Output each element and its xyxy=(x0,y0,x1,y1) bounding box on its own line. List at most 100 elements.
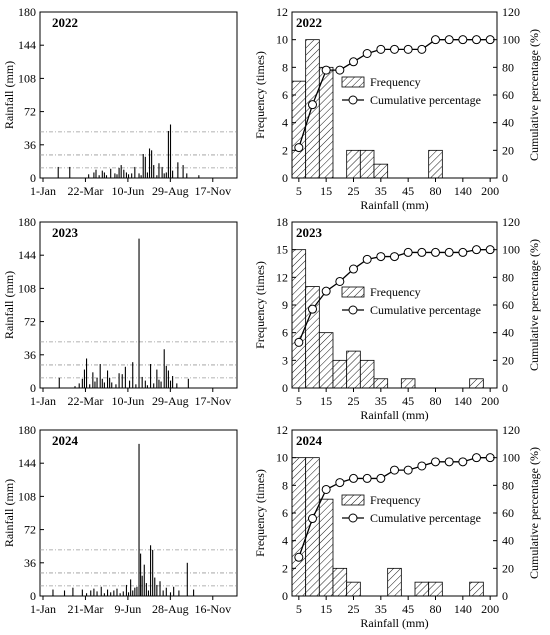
x-tick-label: 35 xyxy=(375,184,387,198)
y-tick-label: 72 xyxy=(24,315,36,329)
frequency-bar xyxy=(469,378,484,389)
y-tick-label: 0 xyxy=(282,381,288,395)
cumulative-point xyxy=(335,65,345,75)
frequency-panel: 0 3 6 9 12 15 18 0 20 40 60 80 100 120 5 15 25 35 45 80 140 2… xyxy=(253,215,541,422)
legend-frequency-swatch xyxy=(341,494,365,506)
y2-tick-label: 80 xyxy=(502,270,514,284)
x-tick-label: 21-Mar xyxy=(67,602,103,616)
legend: Frequency Cumulative percentage xyxy=(341,493,481,525)
cumulative-point xyxy=(390,44,399,54)
cumulative-point xyxy=(485,453,495,463)
y-tick-label: 108 xyxy=(18,71,36,85)
cumulative-point xyxy=(403,44,413,54)
cumulative-point xyxy=(294,337,304,347)
y-axis-label: Frequency (times) xyxy=(253,51,267,139)
frequency-bar xyxy=(428,581,443,597)
y-tick-label: 144 xyxy=(18,248,36,262)
x-tick-label: 10-Jun xyxy=(112,184,145,198)
y2-tick-label: 120 xyxy=(502,423,520,437)
y-tick-label: 15 xyxy=(276,243,288,257)
cumulative-point xyxy=(308,304,317,314)
legend-frequency-label: Frequency xyxy=(370,285,421,299)
y2-tick-label: 0 xyxy=(502,171,508,185)
cumulative-point xyxy=(458,457,468,467)
frequency-bar xyxy=(469,581,484,597)
y-tick-label: 180 xyxy=(18,423,36,437)
y-tick-label: 10 xyxy=(276,451,288,465)
cumulative-point xyxy=(472,245,481,255)
y2-tick-label: 20 xyxy=(502,353,514,367)
frequency-bar xyxy=(291,80,307,179)
legend-frequency-label: Frequency xyxy=(370,493,421,507)
x-axis-label: Rainfall (mm) xyxy=(360,198,428,212)
cumulative-point xyxy=(349,473,358,483)
cumulative-point xyxy=(390,252,399,262)
x-tick-label: 15 xyxy=(320,394,332,408)
y-tick-label: 2 xyxy=(282,561,288,575)
cumulative-point xyxy=(349,264,358,274)
cumulative-point xyxy=(376,252,386,262)
cumulative-point xyxy=(472,453,481,463)
x-tick-label: 200 xyxy=(481,184,499,198)
frequency-bar xyxy=(359,149,375,179)
y2-tick-label: 100 xyxy=(502,33,520,47)
x-tick-label: 140 xyxy=(454,184,472,198)
y-tick-label: 0 xyxy=(282,589,288,603)
cumulative-point xyxy=(444,457,454,467)
frequency-bar xyxy=(387,567,402,597)
frequency-bar xyxy=(305,457,320,597)
cumulative-point xyxy=(362,473,372,483)
x-tick-label: 15 xyxy=(320,602,332,616)
y-tick-label: 12 xyxy=(276,5,288,19)
frequency-bar xyxy=(414,581,430,597)
cumulative-point xyxy=(417,44,427,54)
x-tick-label: 140 xyxy=(454,394,472,408)
x-tick-label: 1-Jan xyxy=(30,394,56,408)
x-tick-label: 200 xyxy=(481,602,499,616)
cumulative-point xyxy=(431,457,440,467)
cumulative-point xyxy=(308,514,317,524)
y-tick-label: 3 xyxy=(282,353,288,367)
frequency-bar xyxy=(305,286,320,389)
x-tick-label: 1-Jan xyxy=(30,184,56,198)
y-tick-label: 10 xyxy=(276,33,288,47)
legend-cumulative-label: Cumulative percentage xyxy=(370,93,481,107)
x-tick-label: 25 xyxy=(348,394,360,408)
daily-rainfall-panel: 0 36 72 108 144 180 1-Jan 21-Mar 9-Jun 28-Aug 16-N… xyxy=(2,423,238,616)
x-tick-label: 17-Nov xyxy=(194,184,231,198)
y-tick-label: 72 xyxy=(24,105,36,119)
x-tick-label: 5 xyxy=(296,602,302,616)
cumulative-point xyxy=(390,465,399,475)
cumulative-point xyxy=(431,247,440,257)
y2-tick-label: 20 xyxy=(502,561,514,575)
frequency-bar xyxy=(318,332,334,389)
y-tick-label: 6 xyxy=(282,88,288,102)
frequency-bar xyxy=(318,498,334,597)
x-tick-label: 35 xyxy=(375,602,387,616)
y-tick-label: 36 xyxy=(24,348,36,362)
frequency-bar xyxy=(428,149,443,179)
x-tick-label: 22-Mar xyxy=(67,184,103,198)
frequency-bar xyxy=(359,359,375,389)
x-tick-label: 15 xyxy=(320,184,332,198)
legend-frequency-swatch xyxy=(341,286,365,298)
y-tick-label: 144 xyxy=(18,456,36,470)
y-tick-label: 0 xyxy=(30,171,36,185)
panel-year-label: 2023 xyxy=(296,225,323,240)
y-axis-label: Rainfall (mm) xyxy=(2,61,16,129)
x-tick-label: 45 xyxy=(402,184,414,198)
x-tick-label: 16-Nov xyxy=(194,602,231,616)
y-tick-label: 8 xyxy=(282,60,288,74)
y2-tick-label: 80 xyxy=(502,478,514,492)
legend-cumulative-marker xyxy=(348,305,358,315)
panel-year-label: 2024 xyxy=(296,433,323,448)
cumulative-point xyxy=(294,552,304,562)
cumulative-point xyxy=(294,143,304,153)
y2-tick-label: 20 xyxy=(502,143,514,157)
cumulative-point xyxy=(417,461,427,471)
cumulative-point xyxy=(485,245,495,255)
y-axis-label: Frequency (times) xyxy=(253,261,267,349)
